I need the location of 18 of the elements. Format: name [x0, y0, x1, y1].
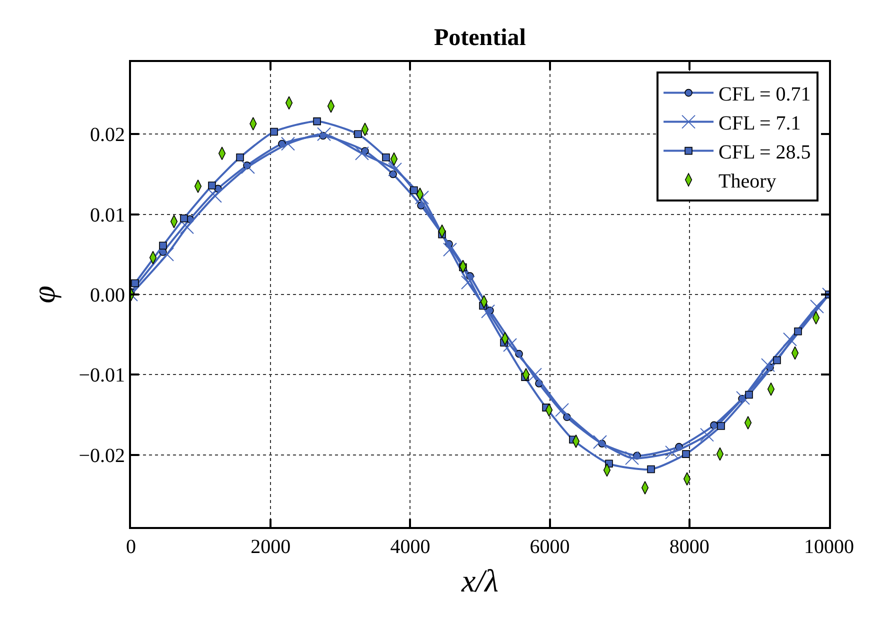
x-tick-label: 6000 — [530, 536, 570, 558]
y-tick-label: 0.00 — [90, 284, 125, 306]
x-tick-label: 2000 — [250, 536, 291, 558]
y-tick-label: −0.02 — [78, 444, 125, 467]
chart-title: Potential — [434, 24, 526, 51]
y-tick-label: 0.01 — [90, 204, 125, 226]
x-axis-title: x/λ — [460, 562, 499, 598]
y-axis-title: φ — [26, 286, 62, 304]
y-tick-label: −0.01 — [78, 364, 125, 387]
legend-label: CFL = 7.1 — [718, 112, 801, 135]
y-tick-label: 0.02 — [90, 124, 125, 146]
x-tick-label: 10000 — [804, 536, 854, 558]
x-tick-label: 8000 — [669, 536, 710, 558]
legend-label: CFL = 28.5 — [718, 142, 811, 164]
legend-label: Theory — [718, 170, 776, 193]
legend-label: CFL = 0.71 — [718, 84, 811, 106]
x-tick-label: 4000 — [390, 536, 430, 558]
x-tick-label: 0 — [126, 536, 136, 558]
